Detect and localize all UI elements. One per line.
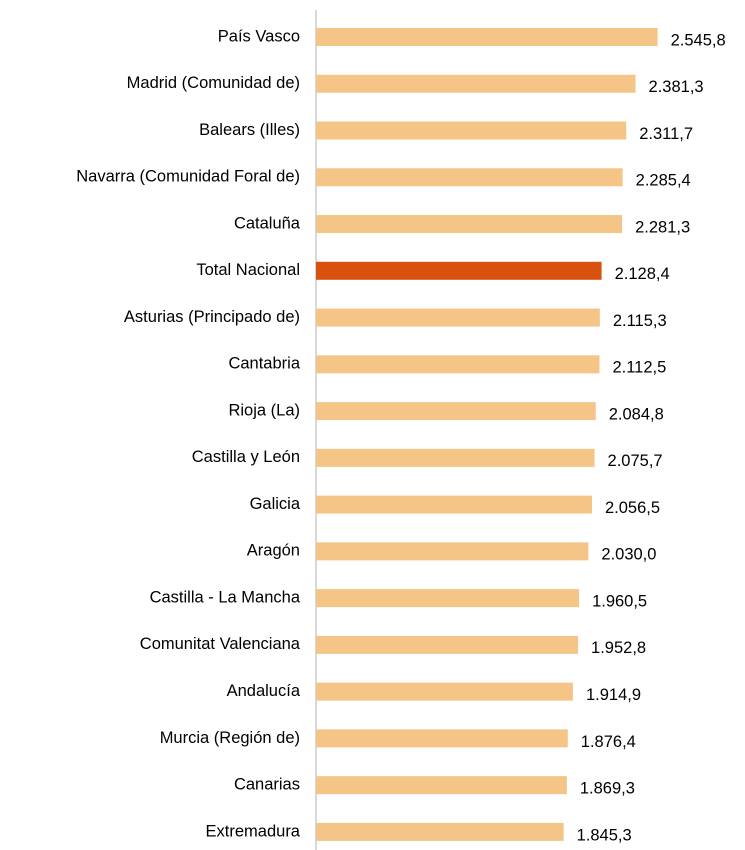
category-label: Galicia	[250, 495, 301, 513]
value-label: 2.030,0	[601, 546, 656, 564]
category-label: Cataluña	[234, 214, 301, 232]
category-label: Comunitat Valenciana	[140, 635, 301, 653]
bar	[316, 28, 658, 46]
value-label: 1.845,3	[577, 826, 632, 844]
value-label: 1.952,8	[591, 639, 646, 657]
category-label: Extremadura	[206, 822, 301, 840]
value-label: 1.876,4	[581, 733, 636, 751]
bar	[316, 495, 592, 514]
bar	[316, 74, 636, 93]
bar	[316, 822, 564, 841]
value-label: 2.285,4	[636, 172, 691, 190]
category-label: Canarias	[234, 776, 300, 794]
category-label: Aragón	[247, 542, 300, 560]
bar	[316, 589, 580, 608]
bar	[316, 215, 623, 234]
category-label: Cantabria	[228, 355, 300, 373]
category-label: Navarra (Comunidad Foral de)	[76, 168, 300, 186]
value-label: 2.311,7	[639, 125, 693, 143]
bar	[316, 542, 589, 561]
bar	[316, 121, 627, 140]
bar	[316, 261, 602, 280]
category-label: Castilla y León	[192, 448, 300, 466]
value-label: 1.869,3	[580, 780, 635, 798]
value-label: 2.075,7	[608, 452, 663, 470]
bar	[316, 729, 568, 748]
category-label: Andalucía	[227, 682, 301, 700]
bar	[316, 635, 579, 654]
category-label: Castilla - La Mancha	[150, 588, 301, 606]
category-label: Total Nacional	[196, 261, 300, 279]
value-label: 2.084,8	[609, 405, 664, 423]
value-label: 2.115,3	[613, 312, 667, 330]
bar	[316, 355, 600, 374]
category-label: Madrid (Comunidad de)	[127, 74, 300, 92]
value-label: 2.112,5	[612, 359, 666, 377]
value-label: 2.381,3	[649, 78, 704, 96]
bar	[316, 776, 567, 795]
bar	[316, 682, 573, 701]
category-label: Balears (Illes)	[199, 121, 300, 139]
category-label: Murcia (Región de)	[160, 729, 300, 747]
value-label: 1.914,9	[586, 686, 641, 704]
value-label: 2.128,4	[615, 265, 670, 283]
bar	[316, 448, 595, 467]
bar	[316, 168, 623, 187]
category-label: Asturias (Principado de)	[124, 308, 300, 326]
value-label: 2.281,3	[635, 218, 690, 236]
value-label: 2.545,8	[671, 31, 726, 49]
category-label: País Vasco	[218, 27, 300, 45]
category-label: Rioja (La)	[228, 401, 300, 419]
bar	[316, 402, 596, 421]
value-label: 1.960,5	[592, 592, 647, 610]
value-label: 2.056,5	[605, 499, 660, 517]
bar	[316, 308, 600, 327]
